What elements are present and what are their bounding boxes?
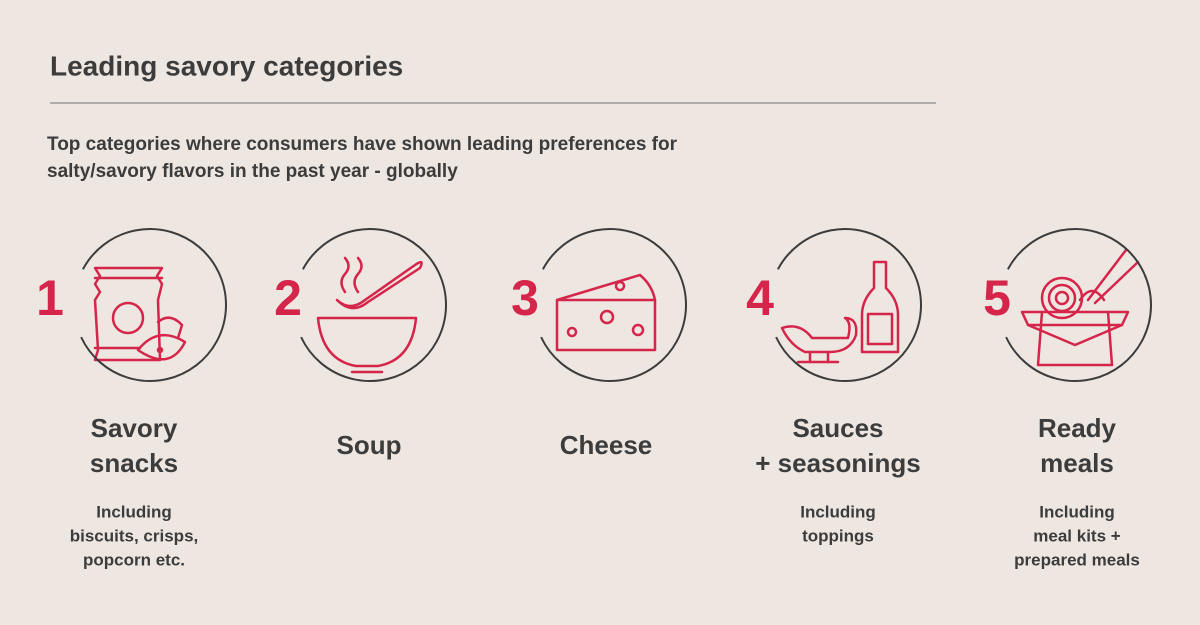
cheese-icon (555, 273, 657, 352)
item-note: meal kits + (1033, 526, 1120, 545)
item-number: 5 (983, 270, 1011, 326)
item-number: 3 (511, 270, 539, 326)
item-number: 1 (36, 270, 64, 326)
item-label: Soup (337, 430, 402, 460)
item-label: Savory (91, 413, 178, 443)
circle-arc (80, 228, 227, 382)
item-note: Including (800, 502, 876, 521)
item-note: Including (96, 502, 172, 521)
title: Leading savory categories (50, 50, 403, 81)
item-number: 2 (274, 270, 302, 326)
item-label: Sauces (792, 413, 883, 443)
soup-icon (316, 256, 423, 374)
item-label: + seasonings (755, 448, 920, 478)
item-note: prepared meals (1014, 550, 1140, 569)
subtitle: salty/savory flavors in the past year - … (47, 161, 458, 182)
circle-arc (540, 228, 687, 382)
item-note: toppings (802, 526, 874, 545)
item-note: Including (1039, 502, 1115, 521)
item-number: 4 (746, 270, 774, 326)
item-note: popcorn etc. (83, 550, 185, 569)
circle-arc (775, 228, 922, 382)
item-note: biscuits, crisps, (70, 526, 199, 545)
circle-arc (300, 228, 447, 382)
item-label: meals (1040, 448, 1114, 478)
sauce-icon (780, 260, 900, 364)
meal-icon (1020, 248, 1140, 367)
item-label: Ready (1038, 413, 1117, 443)
snack-icon (93, 266, 187, 362)
subtitle: Top categories where consumers have show… (47, 134, 678, 155)
item-label: Cheese (560, 430, 653, 460)
circle-arc (1005, 228, 1152, 383)
item-label: snacks (90, 448, 178, 478)
